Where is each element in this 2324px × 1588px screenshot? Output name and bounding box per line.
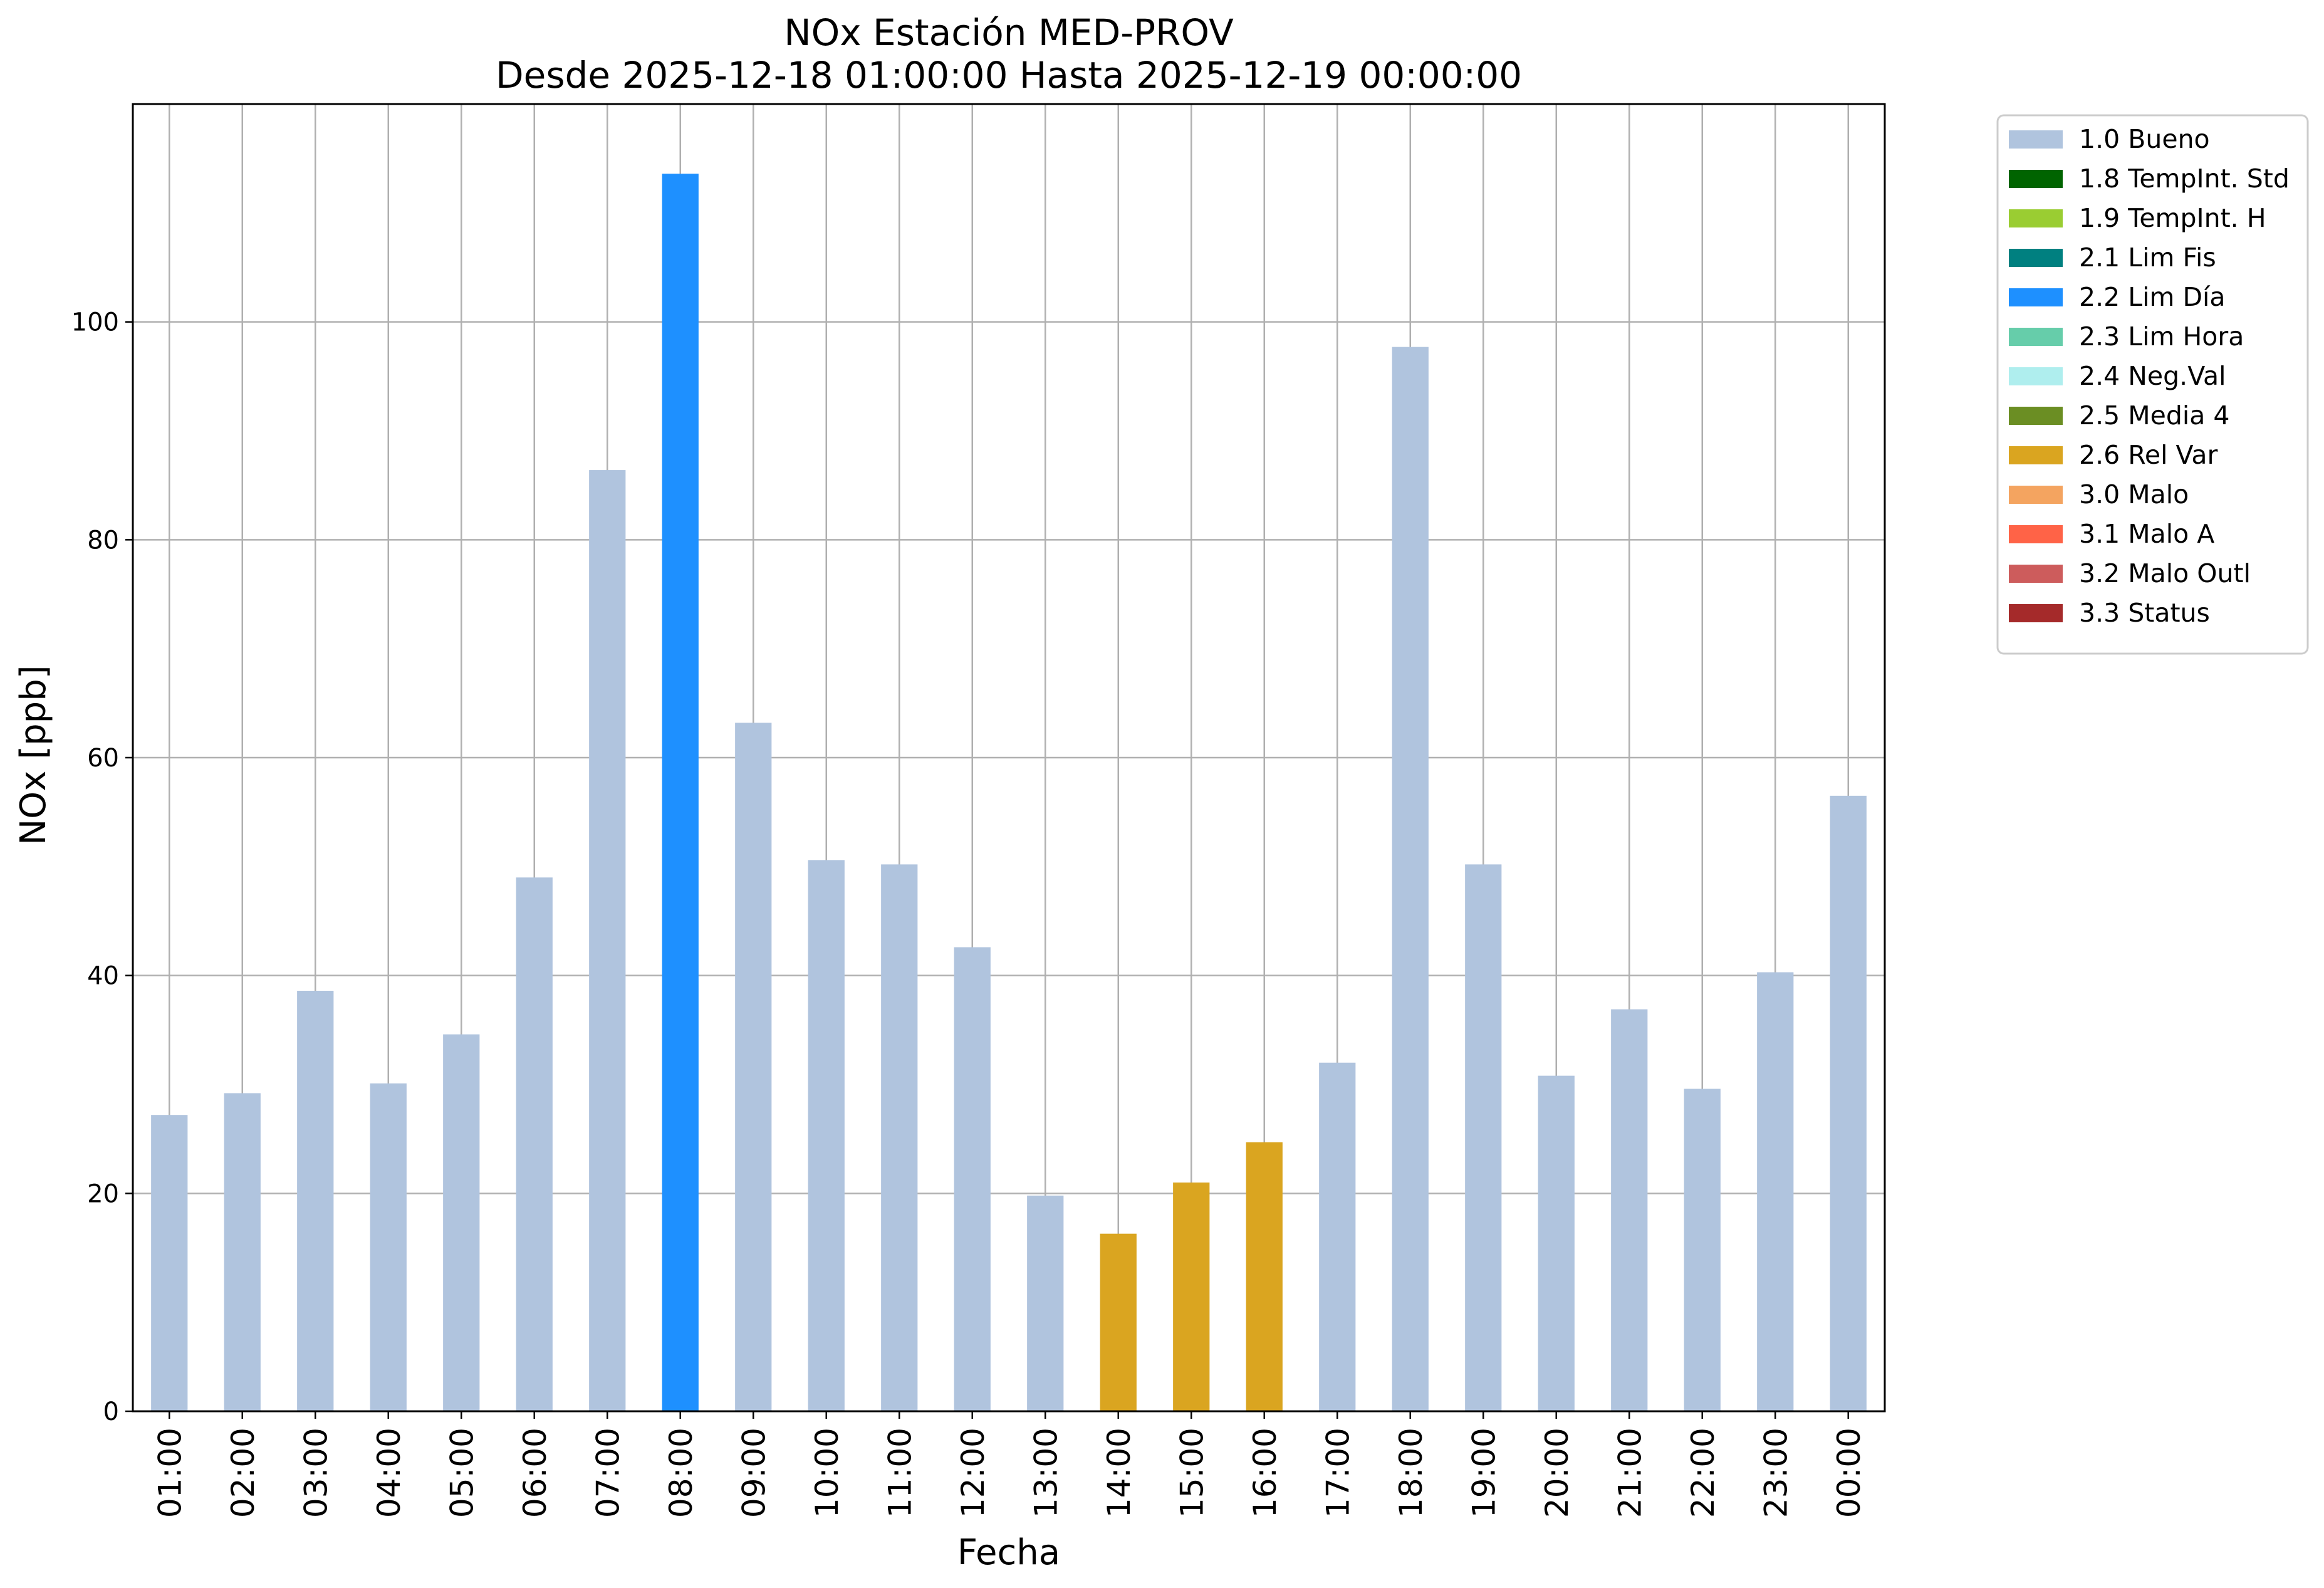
legend-label: 3.1 Malo A bbox=[2079, 519, 2214, 549]
bar-1100 bbox=[881, 864, 918, 1411]
bar-1700 bbox=[1319, 1062, 1356, 1411]
bar-1600 bbox=[1246, 1142, 1283, 1411]
chart-title: NOx Estación MED-PROV bbox=[784, 11, 1234, 54]
legend-label: 1.0 Bueno bbox=[2079, 124, 2210, 154]
legend-label: 2.3 Lim Hora bbox=[2079, 321, 2244, 352]
bar-2100 bbox=[1611, 1009, 1648, 1411]
y-tick-label: 20 bbox=[87, 1179, 119, 1208]
bar-2200 bbox=[1684, 1089, 1721, 1411]
legend: 1.0 Bueno 1.8 TempInt. Std 1.9 TempInt. H 2… bbox=[1996, 114, 2309, 655]
x-tick-label: 23:00 bbox=[1758, 1428, 1794, 1518]
legend-swatch bbox=[2009, 367, 2063, 385]
x-tick-label: 07:00 bbox=[590, 1428, 626, 1518]
bar-1200 bbox=[954, 947, 991, 1411]
x-tick-label: 10:00 bbox=[809, 1428, 845, 1518]
legend-swatch bbox=[2009, 130, 2063, 149]
legend-swatch bbox=[2009, 446, 2063, 464]
bar-0600 bbox=[516, 877, 553, 1411]
y-tick-label: 40 bbox=[87, 962, 119, 991]
legend-label: 2.6 Rel Var bbox=[2079, 440, 2218, 470]
x-tick-label: 01:00 bbox=[152, 1428, 188, 1518]
x-tick-label: 16:00 bbox=[1247, 1428, 1283, 1518]
bar-0200 bbox=[224, 1093, 261, 1411]
legend-swatch bbox=[2009, 328, 2063, 346]
bar-1400 bbox=[1100, 1233, 1137, 1411]
x-tick-label: 12:00 bbox=[955, 1428, 991, 1518]
y-tick-label: 60 bbox=[87, 744, 119, 773]
x-tick-label: 00:00 bbox=[1831, 1428, 1867, 1518]
y-tick-label: 0 bbox=[103, 1397, 119, 1426]
legend-label: 1.9 TempInt. H bbox=[2079, 203, 2266, 233]
legend-swatch bbox=[2009, 604, 2063, 622]
legend-swatch bbox=[2009, 288, 2063, 306]
x-tick-label: 18:00 bbox=[1393, 1428, 1429, 1518]
bar-1900 bbox=[1465, 864, 1502, 1411]
y-axis-label: NOx [ppb] bbox=[13, 665, 54, 845]
chart-subtitle: Desde 2025-12-18 01:00:00 Hasta 2025-12-… bbox=[496, 54, 1522, 97]
legend-label: 3.2 Malo Outl bbox=[2079, 558, 2251, 588]
x-tick-label: 17:00 bbox=[1320, 1428, 1356, 1518]
bar-0000 bbox=[1830, 795, 1867, 1411]
x-tick-label: 19:00 bbox=[1466, 1428, 1502, 1518]
y-axis-ticks: 0 20 40 60 80 100 bbox=[71, 308, 133, 1426]
legend-swatch bbox=[2009, 565, 2063, 583]
legend-label: 3.0 Malo bbox=[2079, 479, 2189, 509]
x-tick-label: 08:00 bbox=[663, 1428, 699, 1518]
legend-swatch bbox=[2009, 170, 2063, 188]
x-tick-label: 04:00 bbox=[371, 1428, 407, 1518]
x-axis-label: Fecha bbox=[957, 1532, 1060, 1573]
bar-0300 bbox=[297, 991, 334, 1411]
bar-1300 bbox=[1027, 1195, 1064, 1411]
x-tick-label: 03:00 bbox=[298, 1428, 334, 1518]
x-tick-label: 21:00 bbox=[1612, 1428, 1648, 1518]
x-tick-label: 11:00 bbox=[882, 1428, 918, 1518]
legend-label: 2.5 Media 4 bbox=[2079, 400, 2230, 431]
x-tick-label: 05:00 bbox=[444, 1428, 480, 1518]
bar-2000 bbox=[1538, 1075, 1575, 1411]
x-tick-label: 15:00 bbox=[1174, 1428, 1210, 1518]
legend-label: 2.2 Lim Día bbox=[2079, 282, 2226, 312]
bar-1800 bbox=[1392, 347, 1429, 1411]
x-tick-label: 06:00 bbox=[517, 1428, 553, 1518]
bar-0400 bbox=[370, 1083, 407, 1411]
y-tick-label: 100 bbox=[71, 308, 119, 337]
legend-swatch bbox=[2009, 407, 2063, 425]
bar-1500 bbox=[1173, 1182, 1210, 1411]
x-tick-label: 14:00 bbox=[1101, 1428, 1137, 1518]
legend-swatch bbox=[2009, 209, 2063, 227]
legend-swatch bbox=[2009, 525, 2063, 543]
x-tick-label: 09:00 bbox=[736, 1428, 772, 1518]
bar-0100 bbox=[151, 1115, 188, 1411]
legend-swatch bbox=[2009, 249, 2063, 267]
legend-box bbox=[1996, 114, 2309, 655]
bar-0800 bbox=[662, 174, 699, 1412]
legend-label: 3.3 Status bbox=[2079, 598, 2210, 628]
x-tick-label: 22:00 bbox=[1685, 1428, 1721, 1518]
bar-0500 bbox=[443, 1034, 480, 1411]
legend-label: 2.1 Lim Fis bbox=[2079, 243, 2216, 273]
bar-1000 bbox=[808, 860, 845, 1411]
x-tick-label: 13:00 bbox=[1028, 1428, 1064, 1518]
x-tick-label: 02:00 bbox=[225, 1428, 261, 1518]
x-tick-label: 20:00 bbox=[1539, 1428, 1575, 1518]
legend-label: 2.4 Neg.Val bbox=[2079, 361, 2226, 391]
legend-label: 1.8 TempInt. Std bbox=[2079, 164, 2290, 194]
legend-swatch bbox=[2009, 486, 2063, 504]
bar-2300 bbox=[1757, 972, 1794, 1411]
x-axis-ticks: 01:00 02:00 03:00 04:00 05:00 06:00 07:00 08:00… bbox=[152, 1411, 1867, 1518]
bar-series bbox=[151, 174, 1867, 1412]
bar-0900 bbox=[735, 723, 772, 1411]
bar-0700 bbox=[589, 470, 626, 1411]
y-tick-label: 80 bbox=[87, 526, 119, 555]
